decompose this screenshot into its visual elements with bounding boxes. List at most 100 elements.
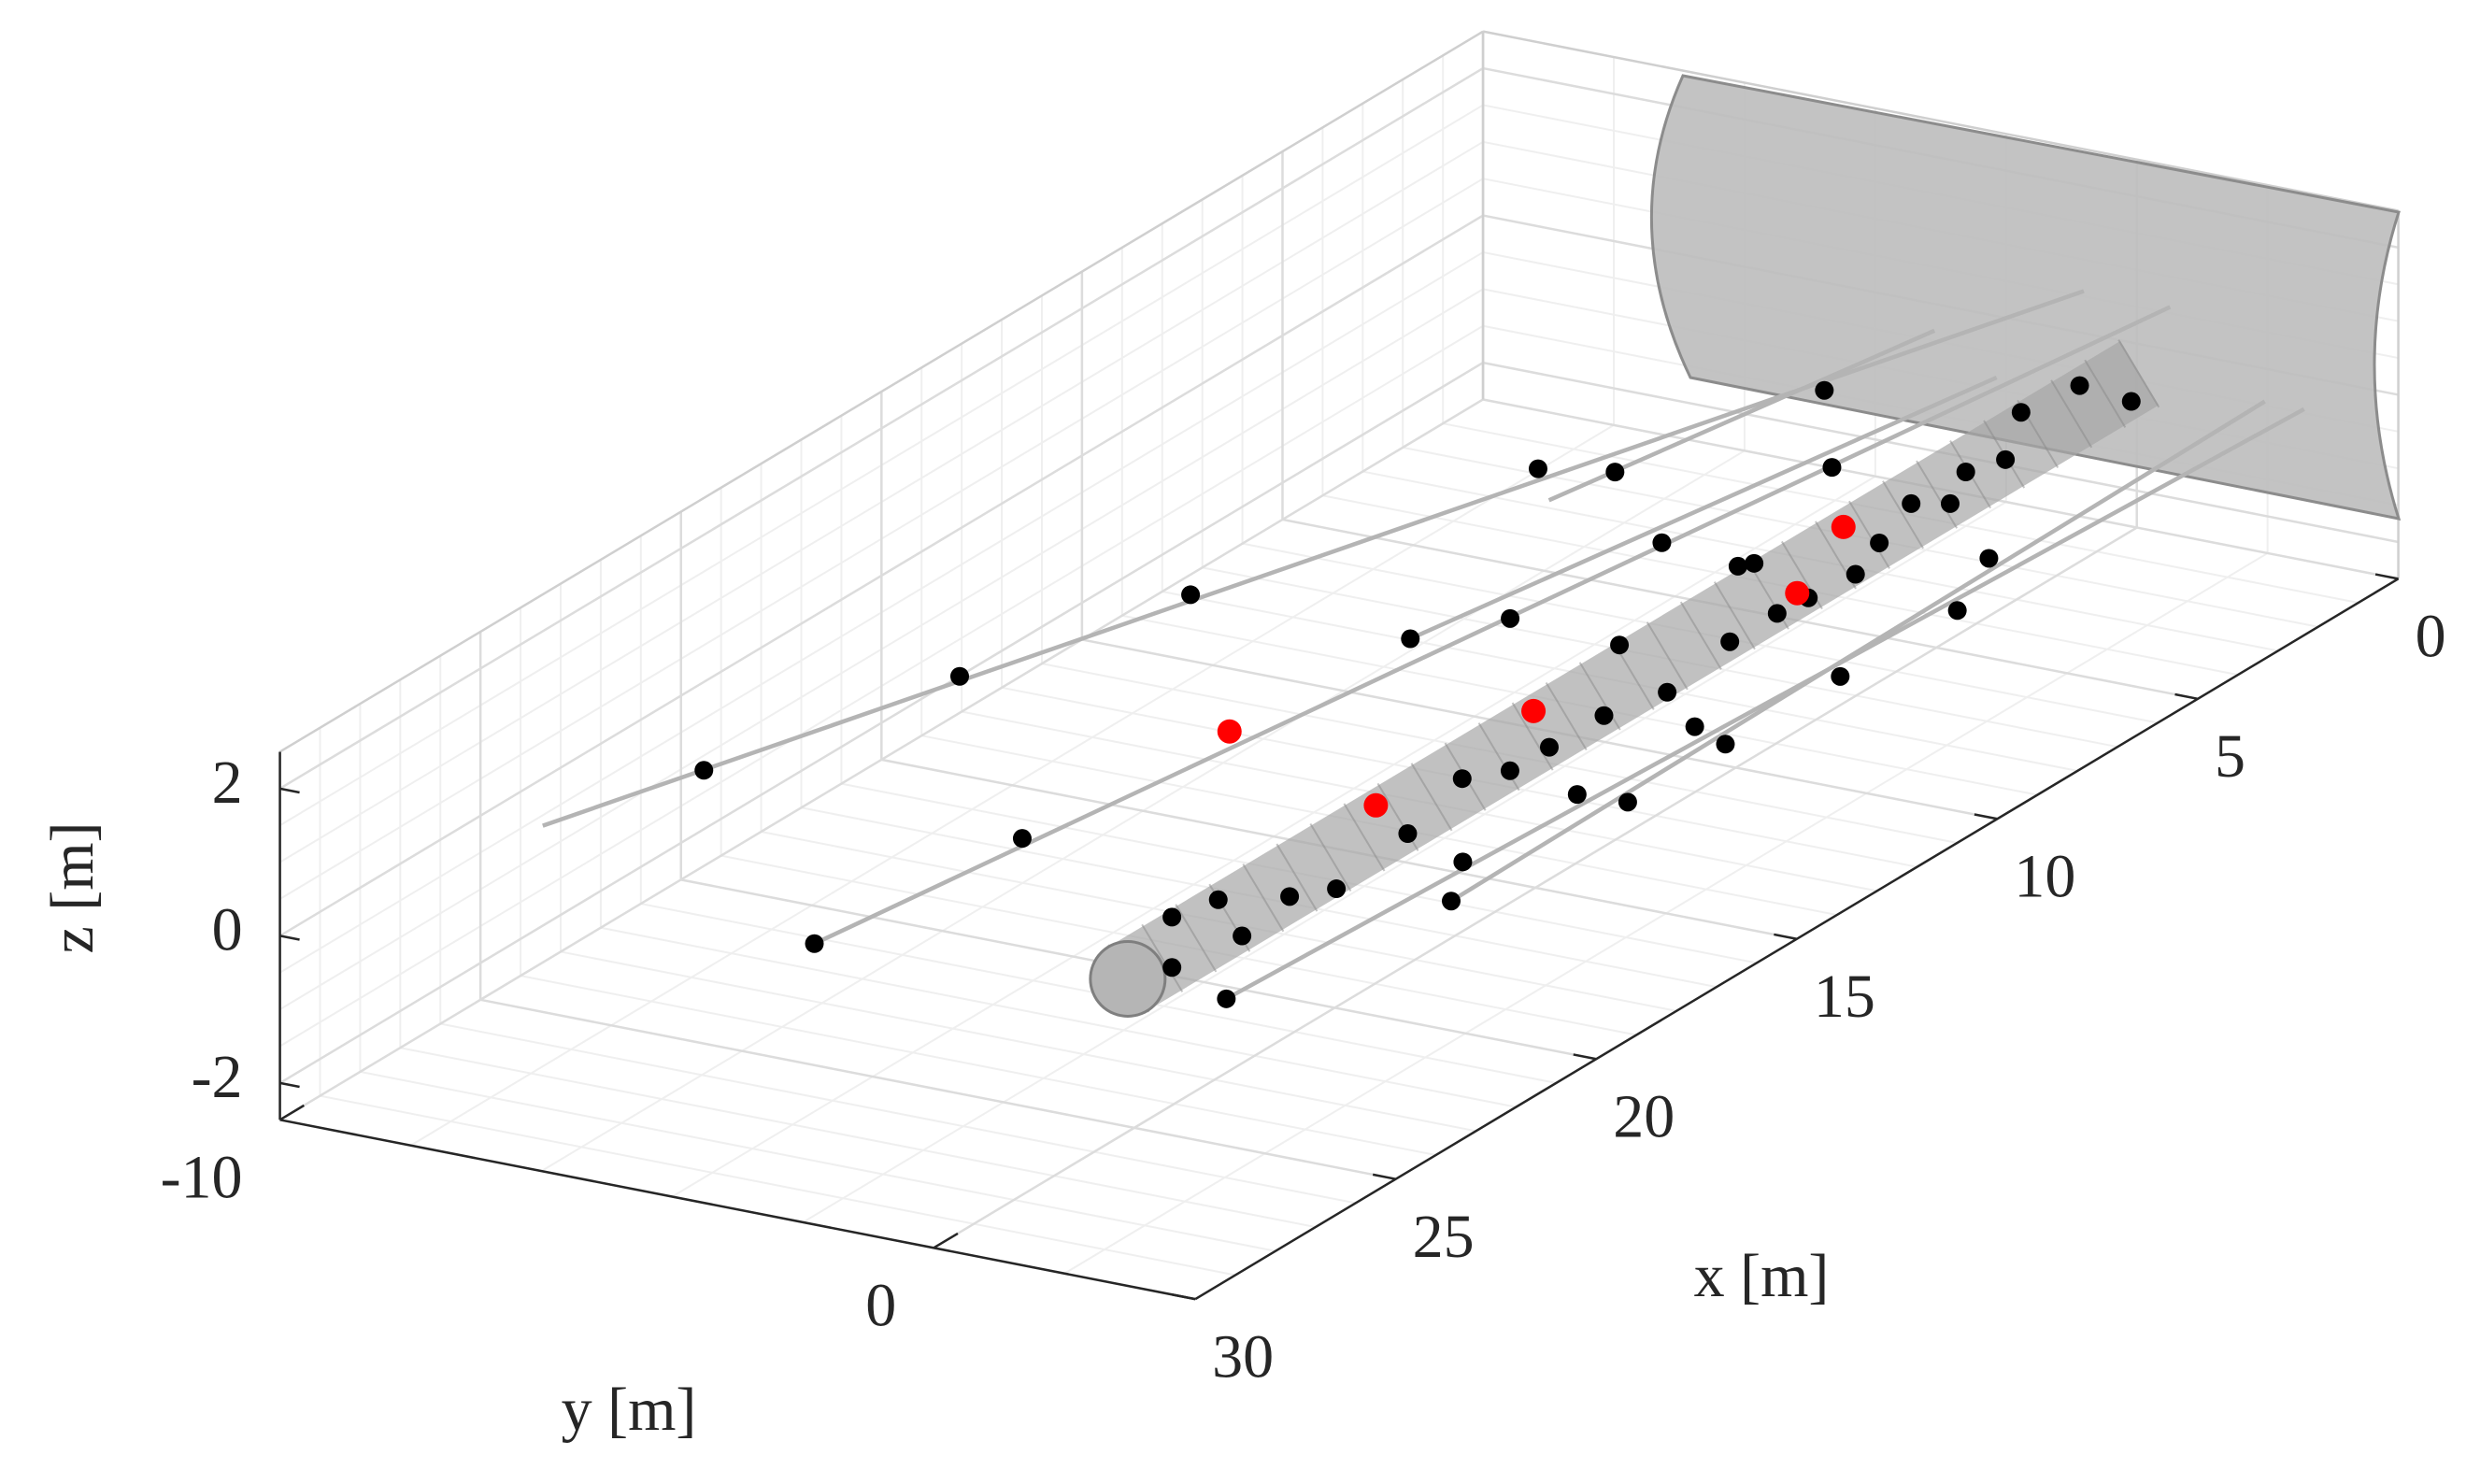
sensor-point xyxy=(1685,717,1704,736)
sensor-point xyxy=(1452,769,1472,789)
x-tick xyxy=(2174,692,2199,701)
sensor-point xyxy=(1594,706,1614,725)
x-tick-label: 20 xyxy=(1613,1082,1675,1150)
z-tick xyxy=(279,935,300,941)
x-axis-label: x [m] xyxy=(1694,1242,1830,1310)
sensor-point xyxy=(1815,380,1834,400)
sensor-point xyxy=(1831,514,1856,539)
sensor-point xyxy=(1567,785,1587,805)
sensor-point xyxy=(1822,458,1842,478)
x-tick-label: 0 xyxy=(2416,602,2446,670)
sensor-point xyxy=(1208,890,1228,909)
borehole-line xyxy=(1225,407,2305,1001)
minor-grid-line xyxy=(400,1047,1317,1229)
y-tick-label: 0 xyxy=(865,1271,896,1339)
sensor-point xyxy=(1720,632,1740,651)
grid-line xyxy=(933,526,2138,1249)
sensor-point xyxy=(694,761,714,780)
sensor-point xyxy=(1521,698,1547,723)
x-tick-label: 25 xyxy=(1413,1203,1475,1271)
z-tick-label: 0 xyxy=(212,896,243,964)
borehole-line xyxy=(813,305,2172,946)
z-tick xyxy=(279,787,300,794)
sensor-point xyxy=(1940,493,1960,513)
box-edge xyxy=(278,30,1484,753)
x-tick xyxy=(1974,813,1998,820)
x-tick-label: 30 xyxy=(1212,1322,1274,1391)
sensor-point xyxy=(1745,553,1764,573)
y-axis xyxy=(279,1119,1196,1301)
grid-line xyxy=(278,362,1484,1084)
minor-grid-line xyxy=(520,975,1436,1156)
sensor-point xyxy=(1217,989,1236,1008)
z-tick-label: 2 xyxy=(212,749,243,817)
sensor-point xyxy=(1846,564,1865,584)
z-tick-label: -2 xyxy=(192,1043,243,1111)
grid-line xyxy=(278,398,1484,1121)
sensor-point xyxy=(1500,761,1519,780)
sensor-point xyxy=(1767,604,1787,623)
sensor-point xyxy=(1501,608,1520,628)
sensor-point xyxy=(1870,533,1889,552)
sensor-point xyxy=(1162,958,1182,977)
x-tick xyxy=(2374,573,2399,580)
sensor-point xyxy=(2070,376,2089,395)
axes: 0 5 10 15 20 25 30 -10 0 -2 0 2 xyxy=(161,573,2446,1391)
sensor-point xyxy=(1441,892,1461,911)
sensor-point xyxy=(1658,682,1677,702)
sensor-point xyxy=(1652,533,1672,552)
sensor-point xyxy=(1528,459,1547,478)
sensor-point xyxy=(1947,601,1967,621)
minor-grid-line xyxy=(560,950,1476,1133)
y-tick xyxy=(933,1232,959,1249)
minor-grid-line xyxy=(600,926,1517,1108)
sensor-point xyxy=(805,934,824,953)
sensor-point xyxy=(2011,403,2031,422)
sensor-point xyxy=(2121,392,2141,411)
x-tick-label: 10 xyxy=(2014,842,2075,910)
sensor-point xyxy=(1181,585,1201,605)
sensor-point xyxy=(1728,556,1747,576)
x-tick xyxy=(1774,933,1798,940)
sensor-point xyxy=(1233,926,1252,946)
box-edge xyxy=(1482,30,2399,212)
sensor-point xyxy=(1012,829,1032,849)
sensor-point xyxy=(1831,666,1850,686)
sensor-point xyxy=(1785,580,1810,606)
x-tick xyxy=(1573,1053,1597,1061)
sensor-point xyxy=(1453,852,1473,872)
z-axis-label: z [m] xyxy=(38,821,107,953)
plot-area xyxy=(542,289,2305,1018)
minor-grid-line xyxy=(320,1094,1236,1277)
x-tick xyxy=(1172,1293,1196,1301)
grid-line xyxy=(278,214,1484,937)
y-axis-label: y [m] xyxy=(562,1376,697,1444)
grid-line xyxy=(479,998,1396,1180)
y-tick xyxy=(278,1104,305,1121)
sensor-point xyxy=(1618,792,1637,812)
x-tick xyxy=(1372,1173,1396,1180)
y-tick-label: -10 xyxy=(161,1143,243,1211)
sensor-point xyxy=(1280,887,1300,906)
x-tick-label: 15 xyxy=(1814,963,1875,1031)
sensor-point xyxy=(1605,463,1625,482)
sensor-point xyxy=(1956,462,1975,481)
x-tick-label: 5 xyxy=(2215,722,2245,791)
sensor-point xyxy=(1327,879,1347,899)
minor-grid-line xyxy=(360,1070,1276,1252)
sensor-point xyxy=(950,666,970,686)
sensor-point xyxy=(1217,719,1242,744)
sensor-point xyxy=(1398,824,1418,844)
minor-grid-line xyxy=(440,1022,1356,1205)
sensor-point xyxy=(1996,449,2016,469)
z-tick xyxy=(279,1081,300,1089)
sensor-point xyxy=(1716,735,1735,754)
grid-line xyxy=(278,66,1484,790)
sensor-point xyxy=(1363,792,1389,818)
sensor-point xyxy=(1540,737,1560,757)
sensor-point xyxy=(1610,635,1630,655)
tube-end xyxy=(1089,939,1167,1018)
tunnel-wall xyxy=(1649,74,2402,521)
sensor-point xyxy=(1162,907,1182,927)
